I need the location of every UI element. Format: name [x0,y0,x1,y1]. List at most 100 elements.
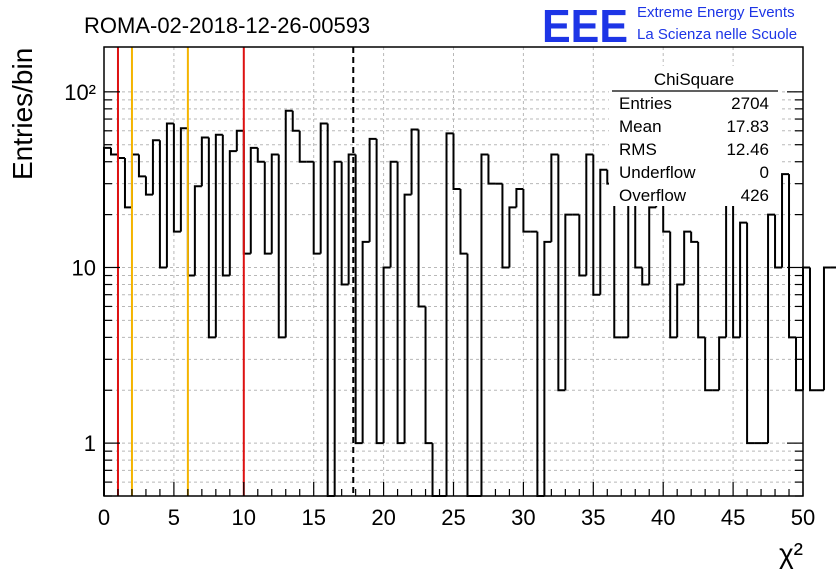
histogram-bin [200,136,209,187]
histogram-bin [822,266,831,391]
histogram-bin [564,213,573,391]
histogram-bin [242,130,251,255]
histogram-bin [256,147,265,163]
histogram-bin [235,129,244,152]
stats-label: Entries [619,94,672,113]
histogram-bin [648,206,657,285]
histogram-bin [333,160,342,496]
x-tick-label: 15 [301,505,325,530]
stats-label: RMS [619,140,657,159]
x-tick-label: 20 [371,505,395,530]
histogram-bin [109,147,118,156]
histogram-bin [361,240,370,444]
histogram-bin [151,139,160,195]
histogram-bin [788,174,797,339]
histogram-bin [452,133,461,190]
run-title: ROMA-02-2018-12-26-00593 [84,13,370,38]
stats-label: Underflow [619,163,696,182]
histogram-bin [130,153,139,208]
stats-label: Overflow [619,186,687,205]
histogram-bin [445,132,454,496]
histogram-bin [354,154,363,445]
histogram-bin [808,267,817,392]
stats-value: 2704 [731,94,769,113]
histogram-bin [543,240,552,496]
histogram-bin [522,188,531,233]
x-tick-label: 30 [511,505,535,530]
histogram-bin [326,123,335,497]
y-axis-ticks: 1 10 10² [64,80,803,497]
histogram-bin [774,214,783,269]
histogram-bin [263,161,272,255]
histogram-bin [578,214,587,277]
histogram-bin [179,127,188,232]
histogram-bin [312,161,321,255]
histogram-bin [340,161,349,286]
histogram-bin [676,283,685,338]
histogram-bin [186,128,195,277]
histogram-bin [368,137,377,242]
histogram-bin [116,154,125,160]
histogram-bin [641,267,650,286]
stats-title: ChiSquare [654,70,734,89]
histogram-bin [501,183,510,269]
histogram-bin [144,176,153,196]
stats-box: ChiSquare Entries 2704 Mean 17.83 RMS 12.46 Un… [609,66,779,206]
x-tick-label: 5 [168,505,180,530]
histogram-bin [466,253,475,497]
stats-value: 0 [760,163,769,182]
stats-value: 17.83 [726,117,769,136]
histogram-bin [221,134,230,277]
logo-line-2: La Scienza nelle Scuole [637,26,797,43]
x-tick-label: 45 [721,505,745,530]
stats-value: 12.46 [726,140,769,159]
histogram-bin [382,266,391,444]
histogram-bin [746,222,755,445]
histogram-bin [375,138,384,445]
histogram-bin [704,337,713,392]
histogram-bin [480,153,489,496]
histogram-bin [284,109,293,338]
histogram-bin [718,336,727,391]
histogram-bin [123,158,132,209]
x-axis-ticks: 0 5 10 15 20 25 30 35 40 45 50 [98,482,815,530]
histogram-bin [536,231,545,497]
x-tick-label: 10 [232,505,256,530]
histogram-bin [683,230,692,285]
histogram-bin [158,140,167,269]
histogram-bin [592,154,601,296]
histogram-bin [277,154,286,339]
histogram-bin [417,129,426,308]
histogram-bin [389,160,398,268]
histogram-bin [781,173,790,268]
histogram-bin [487,154,496,185]
eee-logo-icon: EEE [542,0,628,52]
histogram-bin [515,187,524,208]
histogram-bin [270,153,279,254]
histogram-bin [767,213,776,444]
histogram-bin [193,185,202,276]
x-tick-label: 0 [98,505,110,530]
histogram-bin [585,153,594,276]
histogram-bin [396,161,405,445]
histogram-bin [214,133,223,338]
stats-label: Mean [619,117,662,136]
histogram-bin [403,193,412,444]
histogram-bin [795,337,803,392]
histogram-bin [172,123,181,233]
stats-value: 426 [741,186,769,205]
y-tick-label: 1 [84,431,96,456]
x-axis-title: χ² [779,538,803,569]
histogram-bin [137,154,146,178]
histogram-bin [424,306,433,445]
histogram-bin [613,183,622,339]
histogram-bin [690,231,699,243]
logo-line-1: Extreme Energy Events [637,4,795,21]
marker-lines [116,47,355,496]
histogram-bin [347,153,356,285]
histogram-bin [599,168,608,295]
x-tick-label: 35 [581,505,605,530]
histogram-bars [103,109,836,497]
x-tick-label: 50 [791,505,815,530]
